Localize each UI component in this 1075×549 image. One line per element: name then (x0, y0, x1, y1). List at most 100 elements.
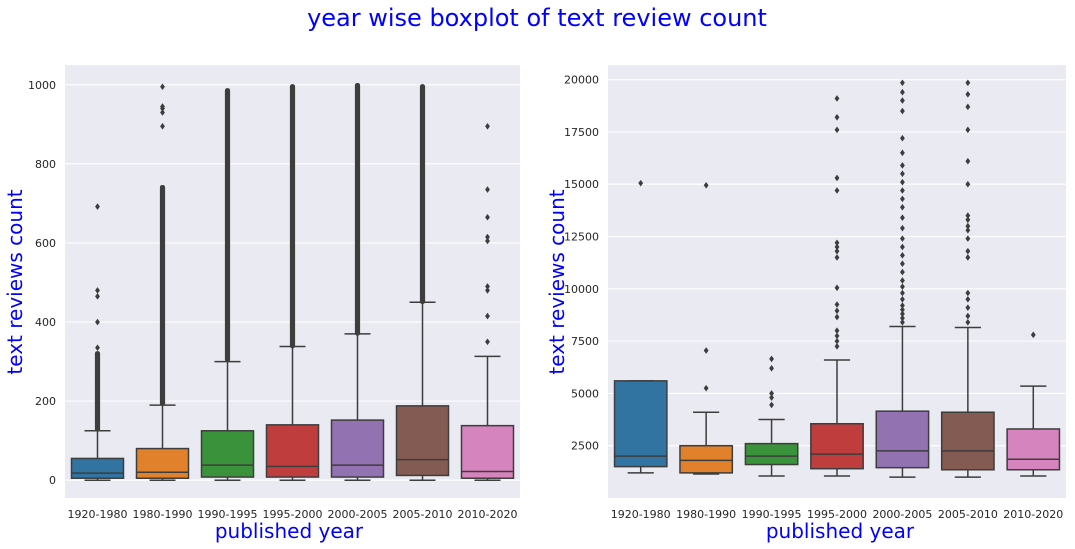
outlier-point (160, 103, 165, 110)
outlier-point (160, 83, 165, 91)
outlier-point (834, 327, 840, 334)
outlier-point (95, 401, 100, 409)
box-1995-2000 (265, 84, 320, 481)
x-tick-label: 1980-1990 (676, 508, 736, 521)
box-body (330, 419, 385, 478)
box-body (744, 442, 799, 466)
outlier-point (1030, 331, 1036, 339)
outlier-point (834, 313, 840, 321)
dense-outliers (159, 184, 166, 406)
outlier-point (900, 224, 905, 232)
y-tick-label: 1000 (28, 79, 56, 92)
figure-title: year wise boxplot of text review count (307, 4, 767, 32)
outlier-point (638, 179, 644, 187)
x-tick-label: 2010-2020 (1003, 508, 1063, 521)
outlier-point (965, 254, 971, 261)
box-body (810, 422, 864, 470)
outlier-point (900, 235, 905, 242)
box-1990-1995 (744, 355, 799, 477)
outlier-point (965, 103, 971, 111)
outlier-point (900, 79, 905, 87)
outlier-point (95, 318, 100, 326)
outlier-point (900, 283, 905, 291)
y-tick-label: 600 (35, 237, 56, 250)
outlier-point (900, 149, 905, 157)
x-tick-label: 2010-2020 (458, 508, 518, 521)
outlier-point (965, 235, 971, 242)
x-tick-label: 1990-1995 (198, 508, 258, 521)
outlier-point (160, 109, 165, 116)
dense-outliers (354, 82, 361, 336)
box-2005-2010 (395, 84, 450, 481)
outlier-point (834, 243, 840, 251)
outlier-point (485, 122, 490, 130)
outlier-point (965, 212, 971, 219)
outlier-point (965, 295, 971, 303)
outlier-point (965, 289, 971, 297)
dense-outliers (419, 84, 426, 305)
outlier-point (834, 187, 840, 194)
outlier-point (965, 247, 971, 255)
y-axis-label: text reviews count (545, 189, 569, 374)
y-tick-label: 15000 (564, 178, 599, 191)
outlier-point (965, 90, 971, 98)
x-tick-label: 1980-1990 (133, 508, 193, 521)
outlier-point (703, 384, 709, 392)
outlier-point (965, 312, 971, 320)
box-body (940, 411, 995, 471)
box-1995-2000 (810, 95, 864, 477)
outlier-point (900, 295, 905, 303)
y-tick-labels: 0 200 400 600 800 1000 (28, 79, 56, 487)
y-tick-label: 12500 (564, 231, 599, 244)
box-1920-1980 (613, 179, 668, 474)
outlier-point (95, 419, 100, 427)
outlier-point (834, 343, 840, 350)
box-body (1006, 428, 1061, 471)
outlier-point (900, 88, 905, 96)
x-tick-label: 2005-2010 (393, 508, 453, 521)
box-2000-2005 (330, 82, 385, 481)
outlier-point (703, 347, 709, 354)
x-tick-labels: 1920-1980 1980-1990 1990-1995 1995-2000 2000… (68, 508, 518, 521)
box-body (460, 424, 515, 479)
x-tick-labels: 1920-1980 1980-1990 1990-1995 1995-2000 2000… (611, 508, 1064, 521)
outlier-point (900, 203, 905, 211)
y-tick-label: 7500 (571, 335, 599, 348)
outlier-point (95, 374, 100, 381)
y-tick-label: 800 (35, 158, 56, 171)
outlier-point (485, 213, 490, 221)
box-1920-1980 (70, 203, 125, 481)
outlier-point (834, 113, 840, 121)
x-axis-label: published year (766, 519, 915, 543)
outlier-point (95, 203, 100, 210)
outlier-point (900, 260, 905, 268)
outlier-point (834, 307, 840, 315)
box-body (613, 380, 668, 468)
outlier-point (485, 237, 490, 245)
outlier-point (900, 187, 905, 194)
y-tick-label: 400 (35, 316, 56, 329)
y-axis-label: text reviews count (3, 189, 27, 374)
outlier-point (900, 134, 905, 142)
outlier-point (834, 126, 840, 134)
box-2005-2010 (940, 79, 995, 478)
outlier-point (95, 385, 100, 392)
box-body (875, 410, 930, 469)
outlier-point (485, 283, 490, 290)
y-tick-label: 17500 (564, 126, 599, 139)
outlier-point (769, 365, 774, 372)
outlier-point (900, 214, 905, 222)
x-tick-label: 1995-2000 (263, 508, 323, 521)
y-tick-label: 10000 (564, 283, 599, 296)
outlier-point (95, 424, 100, 432)
outlier-point (95, 378, 100, 385)
outlier-point (900, 178, 905, 186)
outlier-point (769, 390, 774, 397)
x-tick-label: 2000-2005 (872, 508, 932, 521)
x-tick-label: 1995-2000 (807, 508, 867, 521)
right-boxplot-panel: 2500 5000 7500 10000 12500 15000 17500 20000 19… (545, 65, 1066, 543)
box-body (395, 405, 450, 477)
outlier-point (95, 352, 100, 359)
left-boxplot-panel: 0 200 400 600 800 1000 1920-1980 1980-1990 1990… (3, 65, 520, 543)
